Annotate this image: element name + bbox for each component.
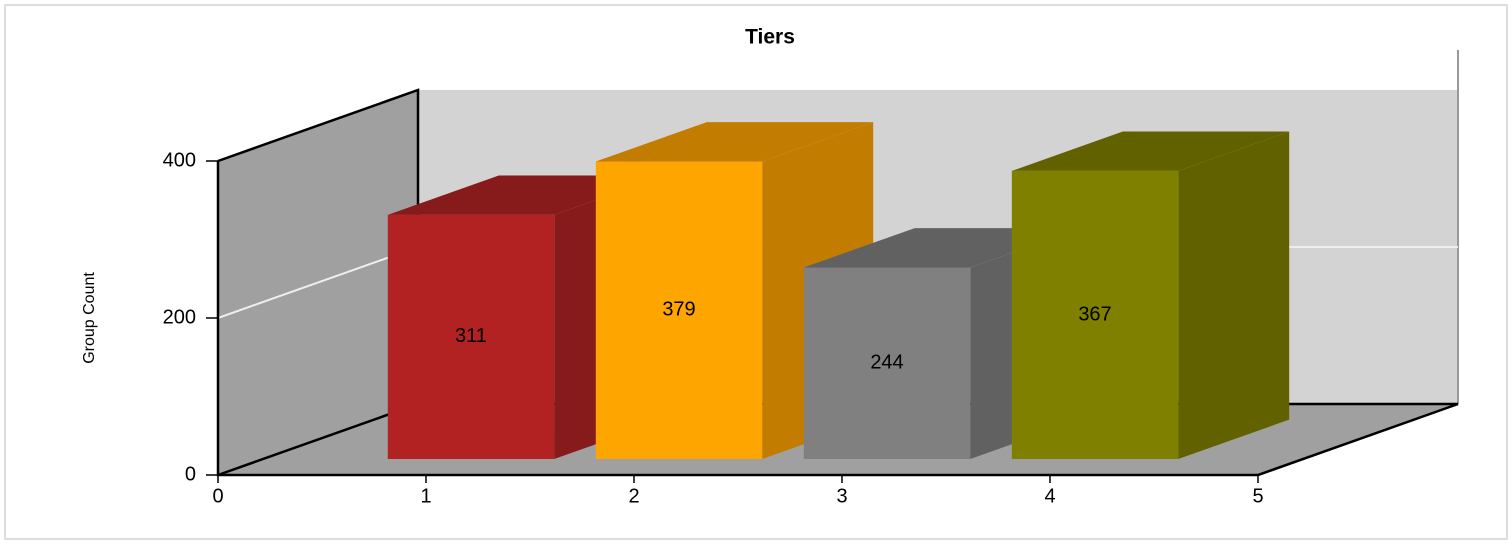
x-tick-label: 0 (212, 485, 223, 507)
value-label: 244 (870, 352, 903, 374)
bar (803, 267, 971, 460)
axis-line (216, 161, 1459, 477)
bar (1011, 170, 1179, 460)
bar (387, 214, 555, 460)
chart-title: Tiers (745, 26, 795, 49)
y-tick-label: 0 (185, 463, 196, 485)
value-label: 311 (455, 325, 487, 347)
x-tick-label: 4 (1044, 485, 1055, 507)
y-tick-label: 400 (163, 149, 196, 171)
axis-line (217, 402, 419, 477)
bar-top (595, 122, 874, 162)
y-axis-label: Group Count (81, 272, 98, 364)
x-tick-label: 1 (420, 485, 431, 507)
value-label: 379 (662, 299, 695, 321)
bar-side (1178, 131, 1290, 460)
bar-top (1011, 131, 1290, 171)
y-tick-label: 200 (163, 306, 196, 328)
value-label: 367 (1078, 303, 1111, 325)
x-tick-label: 2 (628, 485, 639, 507)
x-tick-label: 5 (1252, 485, 1263, 507)
bar (595, 161, 763, 460)
x-tick-label: 3 (836, 485, 847, 507)
